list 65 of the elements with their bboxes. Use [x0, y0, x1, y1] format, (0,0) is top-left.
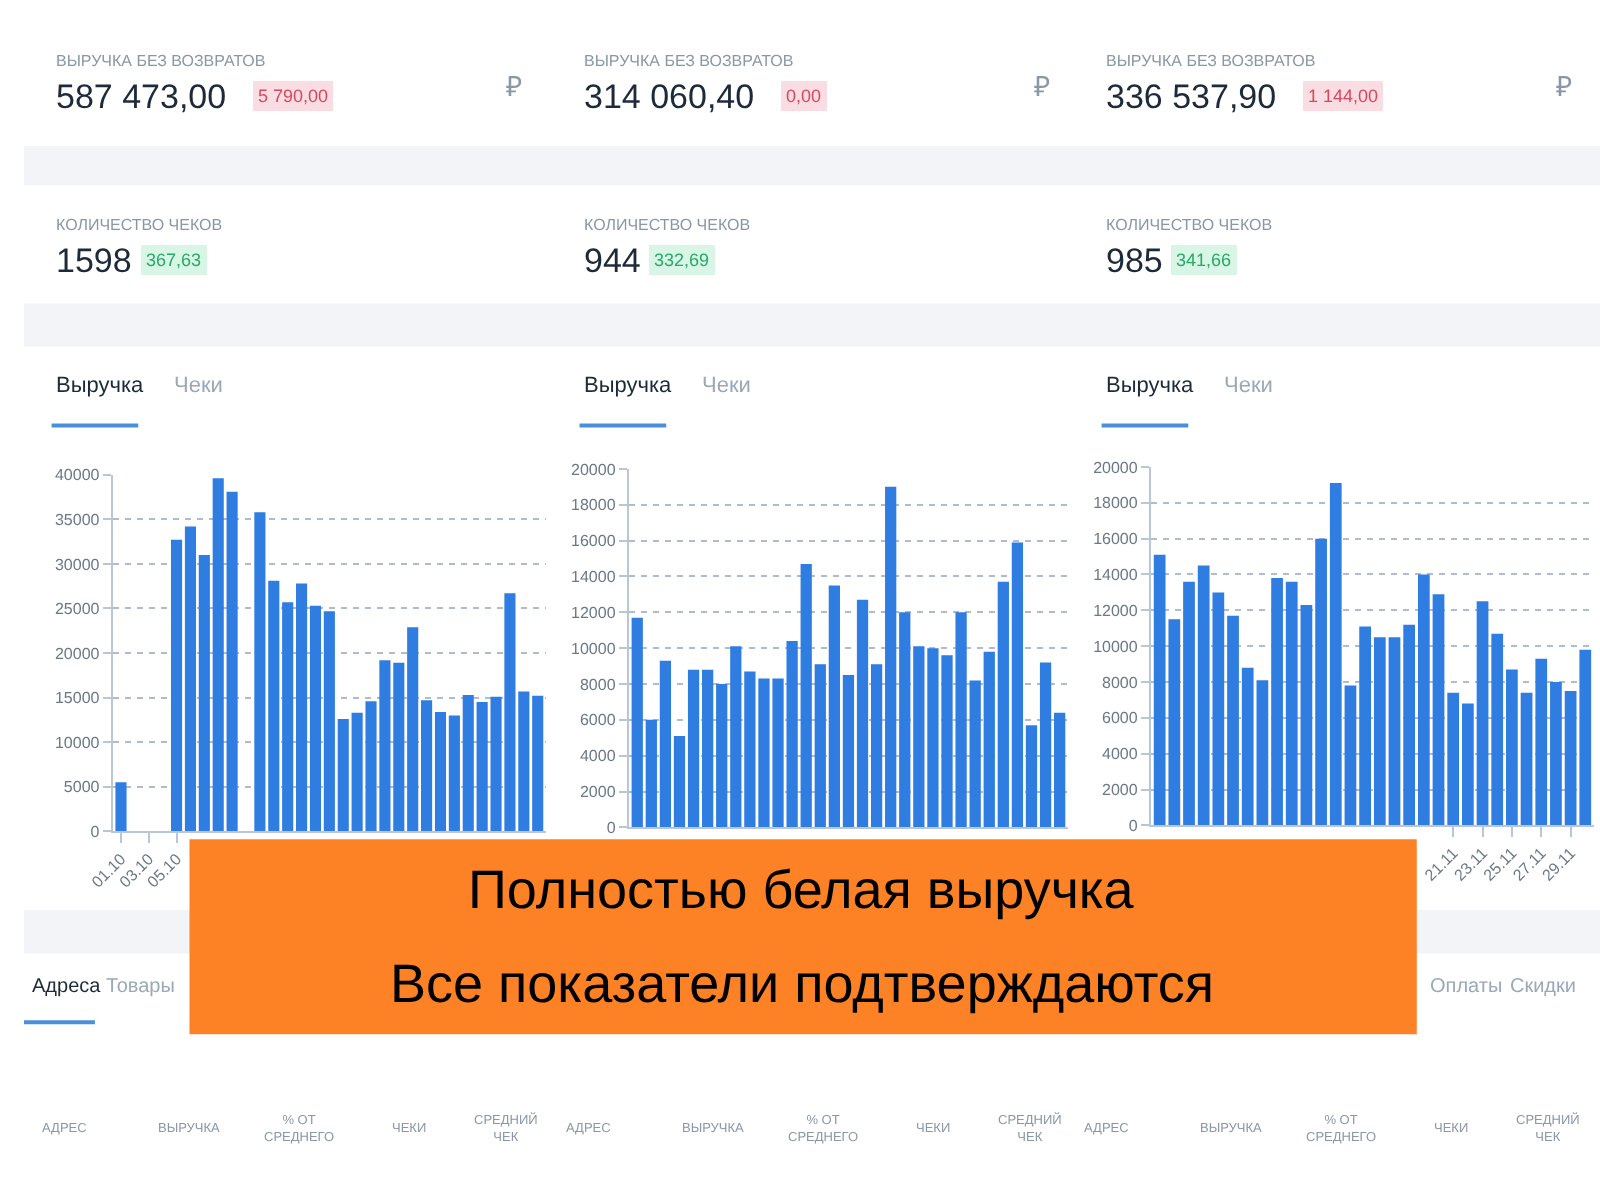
y-tick-label: 2000 [1102, 781, 1139, 800]
text: Товары [106, 976, 175, 998]
y-tick-label: 14000 [571, 568, 617, 587]
y-tick-label: 20000 [571, 460, 617, 479]
y-tick-label: 12000 [1093, 601, 1139, 620]
y-tick-label: 40000 [54, 466, 101, 485]
text: 314 060,40 [584, 78, 755, 116]
y-tick-label: 10000 [1093, 637, 1139, 656]
y-tick-label: 20000 [1093, 458, 1139, 477]
y-tick-label: 14000 [1093, 566, 1139, 585]
y-tick-label: 0 [90, 822, 101, 841]
text: КОЛИЧЕСТВО ЧЕКОВ [1106, 216, 1273, 234]
text: ₽ [506, 70, 522, 102]
text: КОЛИЧЕСТВО ЧЕКОВ [56, 216, 223, 234]
text: Чеки [702, 374, 751, 398]
y-tick-label: 16000 [1093, 530, 1139, 549]
y-tick-label: 5000 [63, 778, 101, 797]
y-tick-label: 30000 [54, 555, 101, 574]
y-tick-label: 6000 [580, 711, 617, 730]
y-tick-label: 18000 [571, 496, 617, 515]
text: Оплаты [1430, 976, 1503, 998]
y-tick-label: 8000 [1102, 673, 1139, 692]
text: Чеки [174, 374, 223, 398]
text: 0,00 [786, 86, 822, 106]
text: Адреса [32, 976, 102, 998]
y-tick-label: 10000 [571, 639, 617, 658]
chart-title: Выручка [1106, 374, 1196, 398]
text: 332,69 [654, 250, 710, 270]
text: Чеки [1224, 374, 1273, 398]
y-tick-label: 4000 [580, 747, 617, 766]
y-tick-label: 0 [1128, 817, 1139, 836]
y-tick-label: 16000 [571, 532, 617, 551]
text: ₽ [1556, 70, 1572, 102]
y-tick-label: 12000 [571, 603, 617, 622]
y-tick-label: 0 [606, 818, 617, 837]
text: ВЫРУЧКА БЕЗ ВОЗВРАТОВ [584, 52, 794, 70]
text: 944 [584, 242, 641, 280]
y-tick-label: 6000 [1102, 709, 1139, 728]
text: 5 790,00 [258, 86, 329, 106]
text: 341,66 [1176, 250, 1232, 270]
text: 1 144,00 [1308, 86, 1379, 106]
y-tick-label: 35000 [54, 510, 101, 529]
text: 985 [1106, 242, 1163, 280]
text: 336 537,90 [1106, 78, 1277, 116]
y-tick-label: 2000 [580, 783, 617, 802]
chart-title: Выручка [584, 374, 674, 398]
text: 587 473,00 [56, 78, 227, 116]
chart-title: Выручка [56, 374, 146, 398]
text: 1598 [56, 242, 132, 280]
y-tick-label: 18000 [1093, 494, 1139, 513]
text: ₽ [1034, 70, 1050, 102]
text: Все показатели подтверждаются [390, 954, 1215, 1014]
y-tick-label: 10000 [54, 733, 101, 752]
text: Скидки [1510, 976, 1576, 998]
y-tick-label: 8000 [580, 675, 617, 694]
text: 367,63 [146, 250, 202, 270]
bar [115, 782, 127, 832]
y-tick-label: 25000 [54, 600, 101, 619]
text: КОЛИЧЕСТВО ЧЕКОВ [584, 216, 751, 234]
text: Полностью белая выручка [468, 860, 1136, 920]
y-tick-label: 20000 [54, 644, 101, 663]
text: ВЫРУЧКА БЕЗ ВОЗВРАТОВ [1106, 52, 1316, 70]
text: ВЫРУЧКА БЕЗ ВОЗВРАТОВ [56, 52, 266, 70]
y-tick-label: 15000 [54, 689, 101, 708]
y-tick-label: 4000 [1102, 745, 1139, 764]
